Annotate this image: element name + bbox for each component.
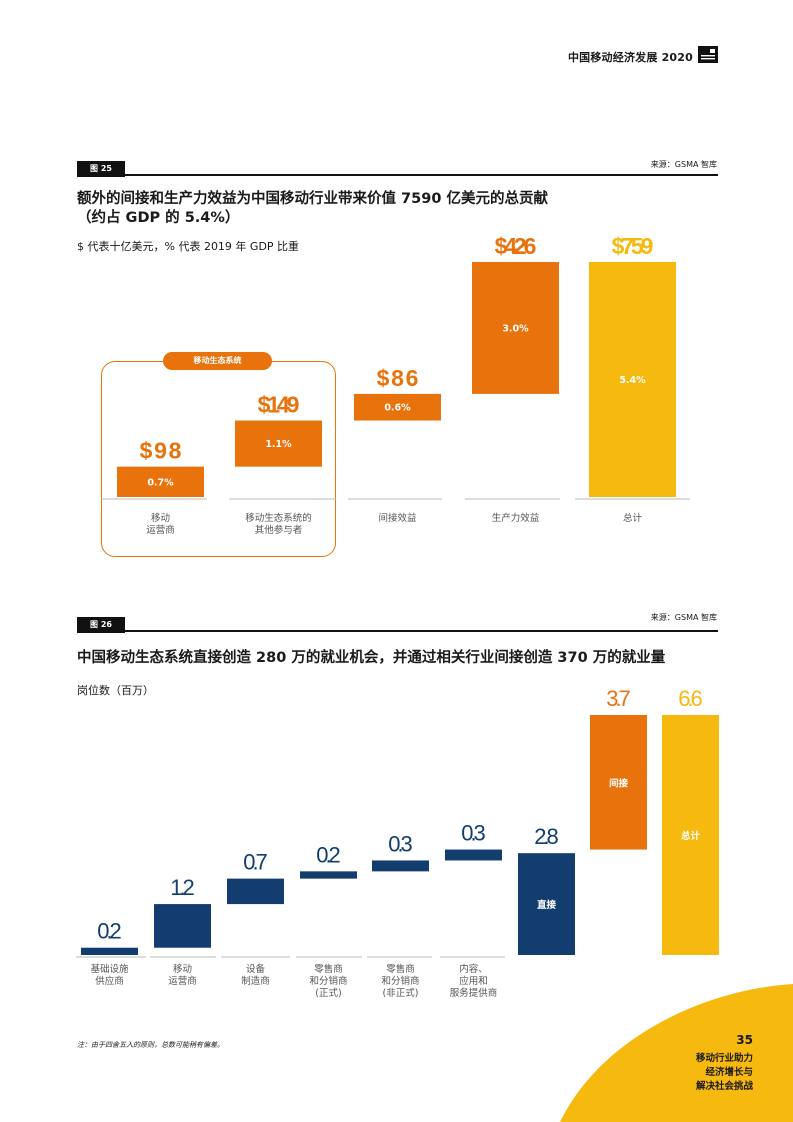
figure26-rule [77, 630, 718, 632]
value-label: 0.2 [316, 842, 341, 867]
category-label: 供应商 [95, 975, 124, 987]
bar-inner-label: 间接 [609, 777, 629, 789]
category-label: 其他参与者 [255, 524, 303, 536]
gdp-share-label: 5.4% [619, 375, 646, 386]
value-label: $759 [612, 233, 654, 259]
value-label: 0.2 [97, 919, 122, 944]
category-label: 和分销商 [381, 975, 419, 987]
waterfall-bar [518, 853, 575, 955]
gdp-share-label: 0.6% [384, 403, 411, 414]
category-label: (非正式) [383, 987, 419, 999]
waterfall-bar [372, 860, 429, 872]
value-label: $98 [140, 438, 182, 464]
category-label: (正式) [315, 987, 341, 999]
figure26-source: 来源：GSMA 智库 [650, 613, 717, 622]
category-label: 总计 [623, 512, 643, 524]
value-label: 0.7 [243, 850, 268, 875]
gdp-share-label: 1.1% [265, 439, 292, 450]
figure25-title-line2: （约占 GDP 的 5.4%） [77, 210, 240, 226]
page-number: 35 [736, 1033, 753, 1047]
category-label: 基础设施 [90, 963, 129, 975]
category-label: 内容、 [459, 963, 488, 975]
figure25-source: 来源：GSMA 智库 [650, 160, 717, 169]
value-label: $86 [377, 365, 419, 391]
value-label: $426 [495, 233, 537, 259]
waterfall-bar [117, 466, 204, 497]
category-label: 制造商 [241, 975, 270, 987]
waterfall-bar [235, 420, 322, 467]
value-label: 0.3 [388, 831, 413, 856]
figure26-chart: 0.2基础设施供应商1.2移动运营商0.7设备制造商0.2零售商和分销商(正式)… [76, 686, 719, 999]
figure26-subtitle: 岗位数（百万） [77, 684, 154, 697]
value-label: 2.8 [534, 824, 559, 849]
ecosystem-tag: 移动生态系统 [163, 352, 272, 370]
waterfall-bar [445, 849, 502, 861]
waterfall-bar [589, 262, 676, 497]
gdp-share-label: 0.7% [147, 477, 174, 488]
value-label: 0.3 [461, 821, 486, 846]
figure26-title: 中国移动生态系统直接创造 280 万的就业机会，并通过相关行业间接创造 370 … [77, 650, 666, 666]
category-label: 运营商 [168, 975, 197, 987]
section-label-line1: 移动行业助力 [695, 1053, 753, 1064]
value-label: 3.7 [606, 686, 631, 711]
category-label: 设备 [246, 963, 266, 975]
category-label: 生产力效益 [492, 512, 540, 524]
category-label: 服务提供商 [450, 987, 498, 999]
bar-inner-label: 总计 [681, 830, 701, 842]
figure25-rule [77, 174, 718, 176]
gsma-logo-icon [698, 46, 718, 63]
category-label: 间接效益 [378, 512, 417, 524]
category-label: 移动生态系统的 [245, 512, 312, 524]
figure25-title-line1: 额外的间接和生产力效益为中国移动行业带来价值 7590 亿美元的总贡献 [77, 191, 548, 207]
section-label-line2: 经济增长与 [705, 1067, 753, 1078]
waterfall-bar [227, 878, 284, 905]
figure25-subtitle: $ 代表十亿美元，% 代表 2019 年 GDP 比重 [77, 240, 300, 253]
figure25-title: 额外的间接和生产力效益为中国移动行业带来价值 7590 亿美元的总贡献 （约占 … [77, 190, 548, 228]
section-label-line3: 解决社会挑战 [695, 1081, 753, 1092]
section-label: 移动行业助力 经济增长与 解决社会挑战 [696, 1052, 753, 1094]
figure25-tag: 图 25 [77, 161, 125, 177]
waterfall-bar [300, 871, 357, 879]
gdp-share-label: 3.0% [502, 323, 529, 334]
waterfall-bar [662, 715, 719, 955]
waterfall-bar [354, 393, 441, 421]
figure26-tag: 图 26 [77, 617, 125, 633]
waterfall-bar [154, 904, 211, 948]
category-label: 移动 [151, 512, 170, 524]
footnote: 注：由于四舍五入的原则，总数可能稍有偏差。 [77, 1041, 224, 1049]
waterfall-bar [590, 715, 647, 850]
category-label: 应用和 [459, 975, 488, 987]
category-label: 和分销商 [309, 975, 347, 987]
waterfall-bar [472, 262, 559, 394]
value-label: 1.2 [170, 875, 195, 900]
category-label: 移动 [173, 963, 192, 975]
category-label: 零售商 [386, 963, 415, 975]
value-label: 6.6 [678, 686, 703, 711]
value-label: $149 [258, 392, 300, 418]
report-title: 中国移动经济发展 2020 [567, 51, 693, 64]
bar-inner-label: 直接 [537, 899, 557, 911]
waterfall-bar [81, 947, 138, 955]
category-label: 运营商 [146, 524, 175, 536]
category-label: 零售商 [314, 963, 343, 975]
